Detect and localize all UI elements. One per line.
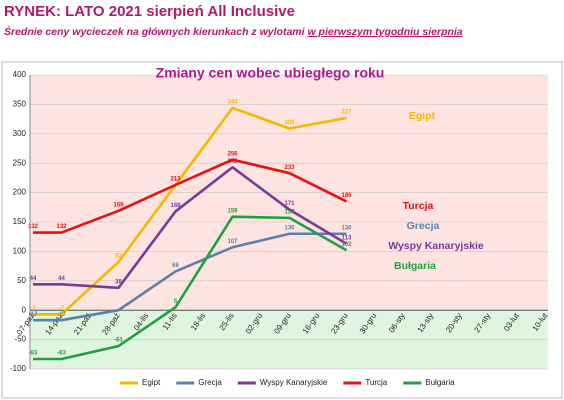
data-label: 159 [227, 208, 238, 214]
legend-label: Egipt [142, 378, 161, 387]
y-tick-label: 200 [13, 188, 27, 197]
y-tick-label: 300 [13, 129, 27, 138]
y-tick-label: -100 [10, 364, 27, 373]
series-line [33, 232, 347, 322]
data-label: -61 [114, 338, 123, 344]
legend-label: Grecja [198, 378, 222, 387]
data-label: -83 [29, 351, 38, 357]
data-label: -83 [57, 351, 66, 357]
y-tick-label: -50 [14, 335, 26, 344]
legend-label: Wyspy Kanaryjskie [260, 378, 328, 387]
subtitle-text: Średnie ceny wycieczek na głównych kieru… [4, 25, 307, 38]
data-label: 5 [174, 299, 178, 305]
data-label: 243 [227, 159, 238, 165]
data-label: 113 [342, 235, 352, 241]
data-label: -17 [57, 312, 66, 318]
series-line [33, 166, 348, 290]
series-line [33, 215, 348, 361]
data-label: 132 [28, 224, 39, 230]
slide-title: RYNEK: LATO 2021 sierpień All Inclusive [4, 3, 295, 20]
series-line [33, 158, 348, 234]
data-label: -17 [29, 312, 38, 318]
data-label: 168 [170, 203, 181, 209]
data-label: 233 [284, 165, 295, 171]
data-label: 44 [58, 276, 65, 282]
data-label: -7 [30, 306, 36, 312]
series-annotation: Turcja [403, 200, 434, 212]
subtitle-underlined: w pierwszym tygodniu sierpnia [307, 26, 462, 38]
data-label: 130 [341, 225, 352, 231]
data-label: -7 [59, 306, 65, 312]
data-label: 185 [341, 193, 352, 199]
data-label: 157 [284, 209, 295, 215]
data-label: 327 [341, 110, 352, 116]
y-tick-label: 400 [13, 70, 27, 79]
data-label: 256 [227, 151, 238, 157]
data-label: 171 [284, 201, 295, 207]
y-tick-label: 0 [22, 305, 27, 314]
data-label: 38 [115, 279, 122, 285]
legend-label: Turcja [365, 378, 387, 387]
data-label: 130 [284, 225, 295, 231]
y-tick-label: 50 [17, 276, 26, 285]
series-annotation: Grecja [407, 220, 440, 232]
data-label: 309 [284, 120, 295, 126]
data-label: 169 [113, 202, 124, 208]
data-label: 132 [56, 224, 67, 230]
series-annotation: Egipt [409, 110, 436, 122]
series-annotation: Bułgaria [394, 260, 436, 272]
legend-label: Bułgaria [425, 378, 455, 387]
chart-title: Zmiany cen wobec ubiegłego roku [156, 65, 385, 81]
data-label: 102 [341, 242, 352, 248]
y-tick-label: 350 [13, 100, 27, 109]
y-tick-label: 100 [13, 247, 27, 256]
data-label: 66 [172, 263, 179, 269]
data-label: 107 [227, 239, 238, 245]
data-label: 344 [227, 100, 238, 106]
data-label: 213 [170, 177, 181, 183]
y-tick-label: 250 [13, 158, 27, 167]
data-label: 82 [115, 254, 122, 260]
slide-subtitle: Średnie ceny wycieczek na głównych kieru… [4, 25, 463, 38]
series-annotation: Wyspy Kanaryjskie [388, 240, 484, 252]
y-tick-label: 150 [13, 217, 27, 226]
data-label: 44 [30, 276, 37, 282]
